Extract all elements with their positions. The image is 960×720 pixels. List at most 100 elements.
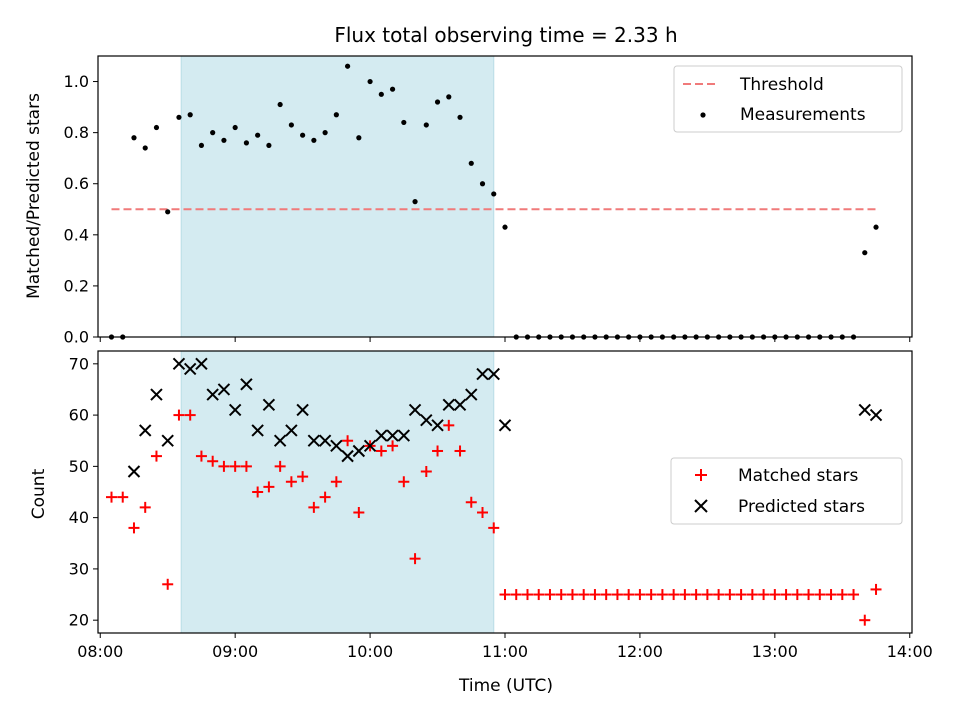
measurement-point bbox=[311, 137, 317, 143]
matched-star-point bbox=[713, 589, 725, 601]
matched-star-point bbox=[859, 614, 871, 626]
predicted-star-point bbox=[858, 403, 871, 417]
y-tick-label: 1.0 bbox=[64, 72, 89, 91]
matched-star-point bbox=[229, 460, 241, 472]
matched-star-point bbox=[150, 450, 162, 462]
matched-star-point bbox=[319, 491, 331, 503]
matched-star-point bbox=[274, 460, 286, 472]
matched-star-point bbox=[803, 589, 815, 601]
predicted-star-point bbox=[420, 414, 433, 427]
legend-threshold-label: Threshold bbox=[739, 75, 824, 95]
measurement-point bbox=[367, 78, 373, 85]
predicted-star-point bbox=[217, 383, 231, 396]
matched-star-point bbox=[555, 589, 567, 601]
measurement-point bbox=[446, 94, 452, 100]
predicted-star-point bbox=[262, 398, 276, 412]
y-tick-label: 0.4 bbox=[64, 225, 89, 244]
measurement-point bbox=[401, 119, 407, 126]
matched-star-point bbox=[769, 589, 781, 601]
legend-predicted-swatch bbox=[694, 499, 708, 513]
matched-star-point bbox=[117, 491, 129, 503]
measurement-point bbox=[210, 130, 216, 136]
legend-measurements-swatch bbox=[700, 112, 706, 118]
measurement-point bbox=[491, 191, 497, 197]
matched-star-point bbox=[218, 460, 230, 472]
measurement-point bbox=[176, 114, 182, 120]
measurement-point bbox=[221, 137, 227, 143]
x-tick-label: 14:00 bbox=[887, 642, 933, 661]
matched-star-point bbox=[240, 460, 252, 472]
predicted-star-point bbox=[397, 429, 411, 442]
matched-star-point bbox=[375, 445, 387, 457]
measurement-point bbox=[255, 132, 261, 138]
y-tick-label: 0.2 bbox=[64, 276, 89, 295]
top-legend-box bbox=[673, 65, 903, 133]
predicted-star-point bbox=[352, 444, 366, 458]
matched-star-point bbox=[465, 496, 477, 508]
predicted-star-point bbox=[183, 362, 197, 376]
predicted-star-point bbox=[127, 465, 141, 478]
predicted-star-point bbox=[476, 367, 489, 381]
matched-star-point bbox=[409, 553, 421, 565]
top-y-axis-label: Matched/Predicted stars bbox=[24, 93, 44, 299]
measurement-point bbox=[243, 140, 250, 146]
measurement-point bbox=[434, 99, 441, 105]
bottom-panel: 20 30 40 50 60 70 08:00 09:00 10:00 11:00 12:00 13… bbox=[29, 350, 933, 696]
y-tick-label: 0.8 bbox=[64, 123, 89, 142]
y-tick-label: 40 bbox=[69, 508, 89, 527]
bottom-x-ticks: 08:00 09:00 10:00 11:00 12:00 13:00 14:00 bbox=[77, 633, 933, 661]
predicted-star-point bbox=[498, 419, 512, 432]
measurement-point bbox=[288, 122, 294, 128]
matched-star-point bbox=[454, 445, 466, 457]
matched-star-point bbox=[443, 419, 455, 431]
matched-star-point bbox=[521, 589, 533, 601]
matched-star-point bbox=[589, 589, 601, 601]
matched-star-point bbox=[690, 589, 702, 601]
matched-star-point bbox=[387, 440, 399, 452]
matched-star-point bbox=[578, 589, 590, 601]
matched-star-point bbox=[870, 583, 882, 595]
y-tick-label: 70 bbox=[69, 354, 89, 373]
measurement-point bbox=[142, 145, 148, 151]
legend-predicted-label: Predicted stars bbox=[738, 497, 865, 517]
y-tick-label: 30 bbox=[69, 559, 89, 578]
legend-matched-swatch bbox=[695, 469, 707, 481]
matched-star-point bbox=[297, 471, 309, 483]
matched-star-point bbox=[735, 589, 747, 601]
measurement-point bbox=[131, 135, 137, 141]
measurement-point bbox=[187, 112, 193, 118]
matched-star-point bbox=[668, 589, 680, 601]
matched-star-point bbox=[544, 589, 556, 601]
predicted-star-point bbox=[869, 408, 883, 422]
measurement-point bbox=[232, 124, 238, 131]
measurement-point bbox=[479, 181, 486, 187]
matched-star-point bbox=[701, 589, 713, 601]
matched-star-point bbox=[398, 476, 410, 488]
matched-star-point bbox=[758, 589, 770, 601]
matched-star-point bbox=[634, 589, 646, 601]
matched-star-point bbox=[791, 589, 803, 601]
top-shaded-region bbox=[180, 55, 495, 338]
matched-star-point bbox=[353, 507, 365, 519]
bottom-data-layer bbox=[105, 357, 883, 626]
predicted-star-point bbox=[408, 403, 422, 417]
predicted-star-point bbox=[341, 449, 354, 463]
matched-star-point bbox=[645, 589, 657, 601]
top-legend: Threshold Measurements bbox=[673, 65, 903, 133]
x-tick-label: 11:00 bbox=[482, 642, 528, 661]
measurement-point bbox=[277, 101, 283, 108]
matched-star-point bbox=[566, 589, 578, 601]
measurement-point bbox=[356, 135, 362, 141]
matched-star-point bbox=[420, 465, 432, 477]
predicted-star-point bbox=[431, 419, 444, 432]
measurement-point bbox=[378, 91, 384, 97]
predicted-star-point bbox=[273, 434, 287, 447]
predicted-star-point bbox=[375, 429, 388, 442]
y-tick-label: 0.6 bbox=[64, 174, 89, 193]
matched-star-point bbox=[623, 589, 635, 601]
predicted-star-point bbox=[386, 429, 399, 442]
measurement-point bbox=[333, 112, 339, 118]
matched-star-point bbox=[184, 409, 196, 421]
top-x-ticks bbox=[99, 337, 911, 342]
